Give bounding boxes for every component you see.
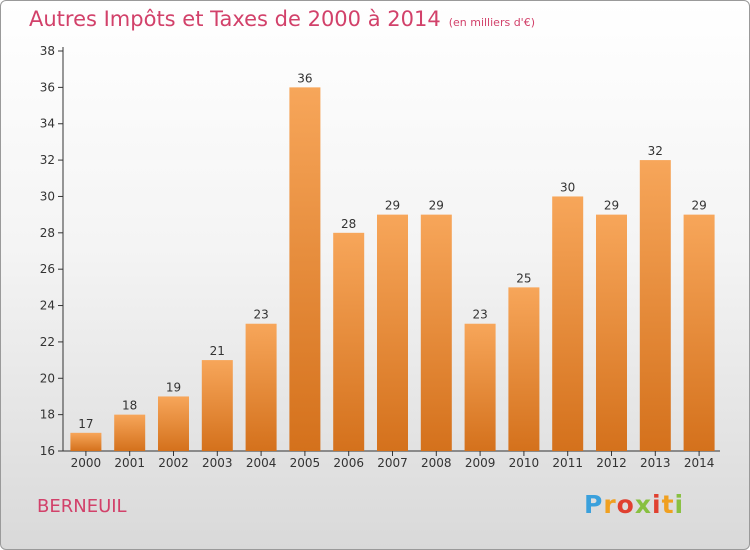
x-tick-label: 2011 xyxy=(552,456,583,470)
bar-value-label: 23 xyxy=(253,308,268,322)
x-tick-label: 2013 xyxy=(640,456,671,470)
chart-title-text: Autres Impôts et Taxes de 2000 à 2014 xyxy=(29,7,441,31)
bar xyxy=(245,323,277,451)
bar-value-label: 29 xyxy=(385,199,400,213)
x-tick-label: 2014 xyxy=(684,456,715,470)
bar xyxy=(289,87,321,451)
y-tick-label: 18 xyxy=(40,408,55,422)
logo-letter: t xyxy=(661,490,675,519)
bar xyxy=(639,160,671,451)
chart-bars xyxy=(70,87,715,451)
bar-value-label: 29 xyxy=(691,199,706,213)
bar-value-label: 17 xyxy=(78,417,93,431)
logo-letter: i xyxy=(674,490,685,519)
chart-subtitle: (en milliers d'€) xyxy=(448,16,535,29)
bar-value-label: 18 xyxy=(122,399,137,413)
y-tick-label: 36 xyxy=(40,80,55,94)
x-tick-label: 2002 xyxy=(158,456,189,470)
bar xyxy=(70,432,102,451)
logo-letter: o xyxy=(616,490,635,519)
chart-title: Autres Impôts et Taxes de 2000 à 2014 (en… xyxy=(29,7,535,31)
bar xyxy=(552,196,584,451)
bar-value-label: 28 xyxy=(341,217,356,231)
y-tick-label: 30 xyxy=(40,189,55,203)
y-tick-label: 38 xyxy=(40,44,55,58)
bar-value-label: 19 xyxy=(166,380,181,394)
x-tick-label: 2007 xyxy=(377,456,408,470)
bar xyxy=(596,214,627,451)
y-tick-label: 28 xyxy=(40,226,55,240)
bar xyxy=(333,232,365,451)
y-tick-label: 20 xyxy=(40,371,55,385)
bar-value-label: 29 xyxy=(604,199,619,213)
y-tick-label: 24 xyxy=(40,299,55,313)
x-tick-label: 2000 xyxy=(71,456,102,470)
logo-letter: i xyxy=(652,490,662,519)
x-tick-label: 2001 xyxy=(114,456,145,470)
bar-value-label: 30 xyxy=(560,180,575,194)
chart-axes: 16 18 20 22 24 26 28 30 32 34 36 38 xyxy=(40,44,720,458)
bar xyxy=(508,287,540,451)
x-tick-label: 2009 xyxy=(465,456,496,470)
x-tick-label: 2012 xyxy=(596,456,627,470)
bar-value-label: 29 xyxy=(429,199,444,213)
bar xyxy=(114,414,146,451)
x-tick-label: 2008 xyxy=(421,456,452,470)
logo-letter: x xyxy=(634,490,652,519)
x-tick-label: 2004 xyxy=(246,456,277,470)
bar-value-label: 25 xyxy=(516,271,531,285)
bar xyxy=(377,214,408,451)
bar-value-label: 36 xyxy=(297,71,312,85)
y-tick-label: 32 xyxy=(40,153,55,167)
logo-letter: r xyxy=(603,490,617,519)
commune-name: BERNEUIL xyxy=(37,496,127,517)
bar xyxy=(420,214,452,451)
logo-letter: P xyxy=(584,490,604,519)
y-tick-label: 22 xyxy=(40,335,55,349)
bar xyxy=(158,396,189,451)
bar-value-label: 23 xyxy=(472,308,487,322)
x-tick-label: 2010 xyxy=(509,456,540,470)
x-tick-label: 2005 xyxy=(290,456,321,470)
y-tick-label: 26 xyxy=(40,262,55,276)
bar xyxy=(683,214,715,451)
bar xyxy=(464,323,496,451)
chart-labels: 17 2000 18 2001 19 2002 21 2003 23 2004 36 2005 28 20… xyxy=(71,71,715,470)
bar-value-label: 32 xyxy=(648,144,663,158)
x-tick-label: 2003 xyxy=(202,456,233,470)
bar xyxy=(201,360,233,451)
proxiti-logo[interactable]: Proxiti xyxy=(584,490,684,519)
bar-value-label: 21 xyxy=(210,344,225,358)
y-tick-label: 34 xyxy=(40,117,55,131)
y-tick-label: 16 xyxy=(40,444,55,458)
x-tick-label: 2006 xyxy=(333,456,364,470)
